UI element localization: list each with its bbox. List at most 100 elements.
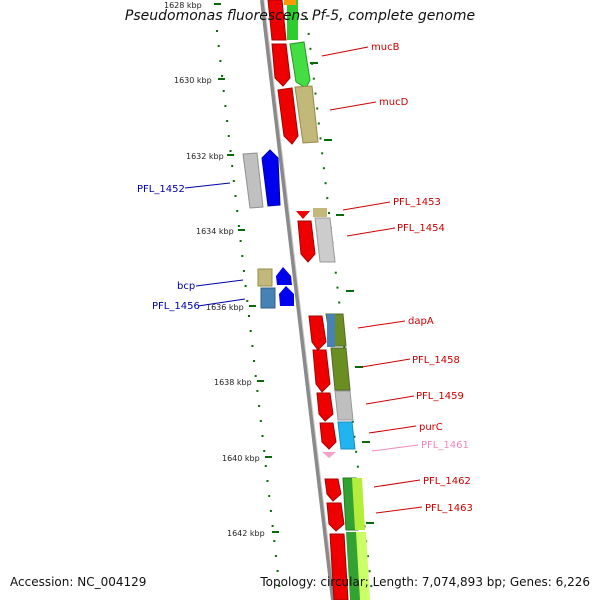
gene-PFL_1453-arrow[interactable] [296,211,310,219]
scale-dot [232,180,235,182]
scale-dot [353,435,356,438]
gene-labels: mucB mucD PFL_1452 PFL_1453 PFL_1454 bcp… [137,42,473,514]
tick-1638: 1638 kbp [214,378,264,387]
scale-dot [274,555,277,557]
scale-dot [324,182,327,185]
gene-red-1454[interactable] [297,220,316,263]
scale-dot [356,465,359,468]
scale-dot [328,212,330,214]
scale-dot [317,122,320,125]
gene-red-mucD[interactable] [277,87,299,145]
scale-dot [271,525,274,527]
scale-dot [355,450,358,453]
left-scale-dots [216,30,281,587]
gene-PFL_1458-arrow[interactable] [330,347,351,391]
scale-dot [326,197,329,200]
gene-purC-arrow[interactable] [337,421,356,450]
gene-PFL_1456-arrow[interactable] [260,286,294,309]
label-purC[interactable]: purC [419,422,443,433]
scale-dot [276,570,279,572]
scale-dot [312,77,315,80]
scale-dot [273,540,276,542]
scale-dot [221,75,224,77]
scale-dot [266,480,269,482]
scale-dot [322,167,325,170]
scale-dot [370,585,373,588]
scale-dot [217,45,220,47]
gene-bcp-arrow[interactable] [257,267,292,287]
gene-PFL_1452-arrow[interactable] [242,149,281,209]
gene-red-1463[interactable] [326,502,349,600]
label-PFL_1458[interactable]: PFL_1458 [412,355,460,366]
scale-dot [248,315,250,317]
label-bcp[interactable]: bcp [177,281,195,292]
right-ticks [310,62,374,524]
scale-dot [351,420,354,423]
label-PFL_1462[interactable]: PFL_1462 [423,476,471,487]
genome-backbone [260,0,335,600]
gene-red-dapA[interactable] [308,315,327,351]
kbp-ticks: 1628 kbp 1630 kbp 1632 kbp 1634 kbp 1636… [164,1,279,538]
scale-dot [236,210,239,212]
scale-dot [256,390,259,392]
scale-dot [336,286,339,289]
scale-dot [251,345,254,347]
label-dapA[interactable]: dapA [408,316,434,327]
scale-dot [268,495,271,497]
svg-text:1628 kbp: 1628 kbp [164,1,202,10]
scale-dot [307,32,310,35]
scale-dot [224,105,227,107]
gene-red-1462[interactable] [324,478,342,502]
scale-dot [264,465,267,467]
gene-PFL_1459-arrow[interactable] [334,390,354,421]
svg-text:1636 kbp: 1636 kbp [206,303,244,312]
label-PFL_1463[interactable]: PFL_1463 [425,503,473,514]
gene-red-purC[interactable] [319,422,337,450]
scale-dot [368,570,371,573]
scale-dot [246,300,249,302]
svg-text:1630 kbp: 1630 kbp [174,76,212,85]
gene-PFL_1454-arrow[interactable] [313,208,336,263]
scale-dot [258,405,261,407]
scale-dot [226,120,229,122]
label-PFL_1453[interactable]: PFL_1453 [393,197,441,208]
gene-mucB-arrow[interactable] [284,0,311,89]
scale-dot [229,150,232,152]
label-PFL_1461[interactable]: PFL_1461 [421,440,469,451]
scale-dot [254,375,257,377]
label-PFL_1454[interactable]: PFL_1454 [397,223,445,234]
tick-1640: 1640 kbp [222,454,272,463]
gene-mucD-arrow[interactable] [294,85,319,144]
map-title: Pseudomonas fluorescens Pf-5, complete g… [124,8,476,24]
gene-PFL_1461-arrow[interactable] [322,452,336,458]
genome-summary-text: Topology: circular; Length: 7,074,893 bp… [260,575,590,589]
gene-dapA-arrow[interactable] [325,313,347,347]
label-PFL_1459[interactable]: PFL_1459 [416,391,464,402]
scale-dot [316,107,319,110]
scale-dot [314,92,317,95]
gene-red-1459[interactable] [316,392,334,422]
label-mucD[interactable]: mucD [379,97,409,108]
label-PFL_1456[interactable]: PFL_1456 [152,301,200,312]
label-PFL_1452[interactable]: PFL_1452 [137,184,185,195]
scale-dot [343,346,346,349]
scale-dot [261,435,264,437]
scale-dot [259,420,262,422]
scale-dot [249,330,252,332]
gene-red-top[interactable] [267,0,291,87]
scale-dot [253,360,256,362]
tick-1630: 1630 kbp [174,76,225,85]
scale-dot [227,135,230,137]
svg-text:1632 kbp: 1632 kbp [186,152,224,161]
label-mucB[interactable]: mucB [371,42,400,53]
svg-text:1642 kbp: 1642 kbp [227,529,265,538]
svg-text:1640 kbp: 1640 kbp [222,454,260,463]
gene-PFL_1462-arrow[interactable] [342,477,365,531]
gene-PFL_1463-arrow[interactable] [346,532,370,600]
accession-text: Accession: NC_004129 [10,575,147,589]
scale-dot [222,90,225,92]
svg-text:1638 kbp: 1638 kbp [214,378,252,387]
gene-red-1458[interactable] [312,349,331,393]
scale-dot [321,152,324,155]
